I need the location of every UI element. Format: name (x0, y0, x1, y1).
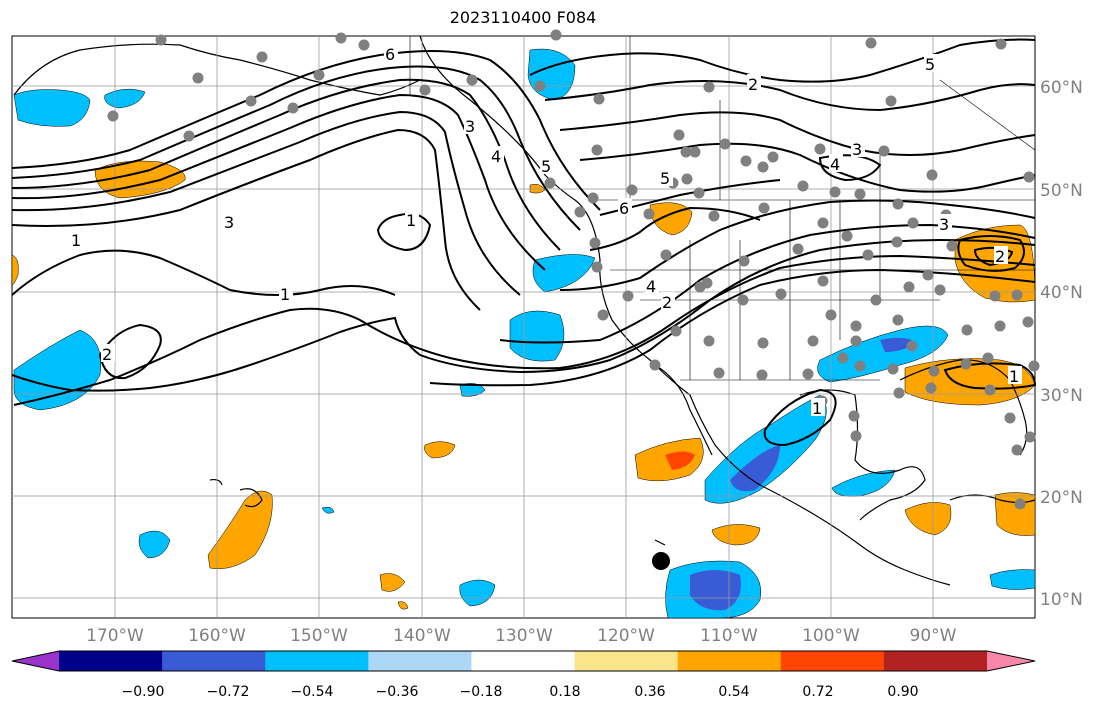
lat-label-20n: 20°N (1040, 488, 1083, 508)
lat-label-60n: 60°N (1040, 78, 1083, 98)
colorbar-segment (471, 651, 576, 671)
contour-label: 1 (812, 399, 822, 418)
colorbar-ticks: −0.90 −0.72 −0.54 −0.36 −0.18 0.18 0.36 … (122, 684, 919, 700)
contour-label: 3 (852, 140, 862, 159)
gridlines (12, 36, 1035, 618)
colorbar-segment (883, 651, 988, 671)
colorbar-tick: −0.72 (207, 684, 250, 700)
longitude-labels: 170°W 160°W 150°W 140°W 130°W 120°W 110°… (86, 626, 957, 646)
colorbar-arrow-right (987, 651, 1035, 671)
contour-label: 4 (830, 155, 840, 174)
map-title: 2023110400 F084 (449, 8, 597, 27)
colorbar-tick: −0.90 (122, 684, 165, 700)
contour-label: 6 (385, 45, 395, 64)
colorbar-segment (574, 651, 679, 671)
lon-label-120w: 120°W (597, 626, 655, 646)
contour-label: 2 (995, 247, 1005, 266)
lon-label-90w: 90°W (910, 626, 957, 646)
latitude-labels: 60°N 50°N 40°N 30°N 20°N 10°N (1040, 78, 1083, 610)
colorbar-segment (368, 651, 472, 671)
lon-label-100w: 100°W (802, 626, 860, 646)
contour-label: 5 (925, 55, 935, 74)
colorbar-tick: 0.18 (549, 684, 580, 700)
colorbar-tick: −0.36 (376, 684, 419, 700)
borders (409, 36, 1036, 381)
contour-label-group: 6 5 4 3 2 1 1 1 2 3 6 5 4 3 2 1 5 4 3 2 … (70, 44, 1022, 418)
lat-label-50n: 50°N (1040, 181, 1083, 201)
colorbar-tick: 0.72 (802, 684, 833, 700)
station-markers (107, 29, 1040, 510)
colorbar-segment (59, 651, 163, 671)
lon-label-150w: 150°W (290, 626, 348, 646)
contour-label: 4 (646, 277, 656, 296)
contour-label: 1 (280, 285, 290, 304)
contour-label: 1 (1009, 367, 1019, 386)
lon-label-110w: 110°W (700, 626, 758, 646)
lat-label-10n: 10°N (1040, 590, 1083, 610)
contour-label: 3 (939, 215, 949, 234)
lat-label-30n: 30°N (1040, 386, 1083, 406)
colorbar-segment (162, 651, 266, 671)
contour-label: 2 (662, 293, 672, 312)
contour-label: 2 (102, 345, 112, 364)
colorbar-segment (265, 651, 369, 671)
colorbar-segment (677, 651, 782, 671)
contour-label: 3 (465, 117, 475, 136)
contour-label: 5 (541, 157, 551, 176)
contour-label: 2 (748, 75, 758, 94)
contour-label: 1 (406, 211, 416, 230)
contour-label: 5 (660, 169, 670, 188)
lon-label-130w: 130°W (495, 626, 553, 646)
colorbar-outline (11, 650, 1036, 672)
lat-label-40n: 40°N (1040, 283, 1083, 303)
colorbar-segment (780, 651, 885, 671)
contour-label: 1 (71, 231, 81, 250)
colorbar-tick: 0.90 (887, 684, 918, 700)
colorbar-tick: 0.54 (718, 684, 749, 700)
contour-label: 6 (619, 199, 629, 218)
highlighted-marker (652, 552, 670, 570)
colorbar-tick: 0.36 (634, 684, 665, 700)
colorbar-tick: −0.54 (291, 684, 334, 700)
lon-label-160w: 160°W (188, 626, 246, 646)
lon-label-140w: 140°W (393, 626, 451, 646)
contour-label: 4 (491, 147, 501, 166)
contour-label: 3 (224, 213, 234, 232)
colorbar-tick: −0.18 (460, 684, 503, 700)
lon-label-170w: 170°W (86, 626, 144, 646)
colorbar (11, 650, 1036, 672)
colorbar-arrow-left (12, 651, 59, 671)
